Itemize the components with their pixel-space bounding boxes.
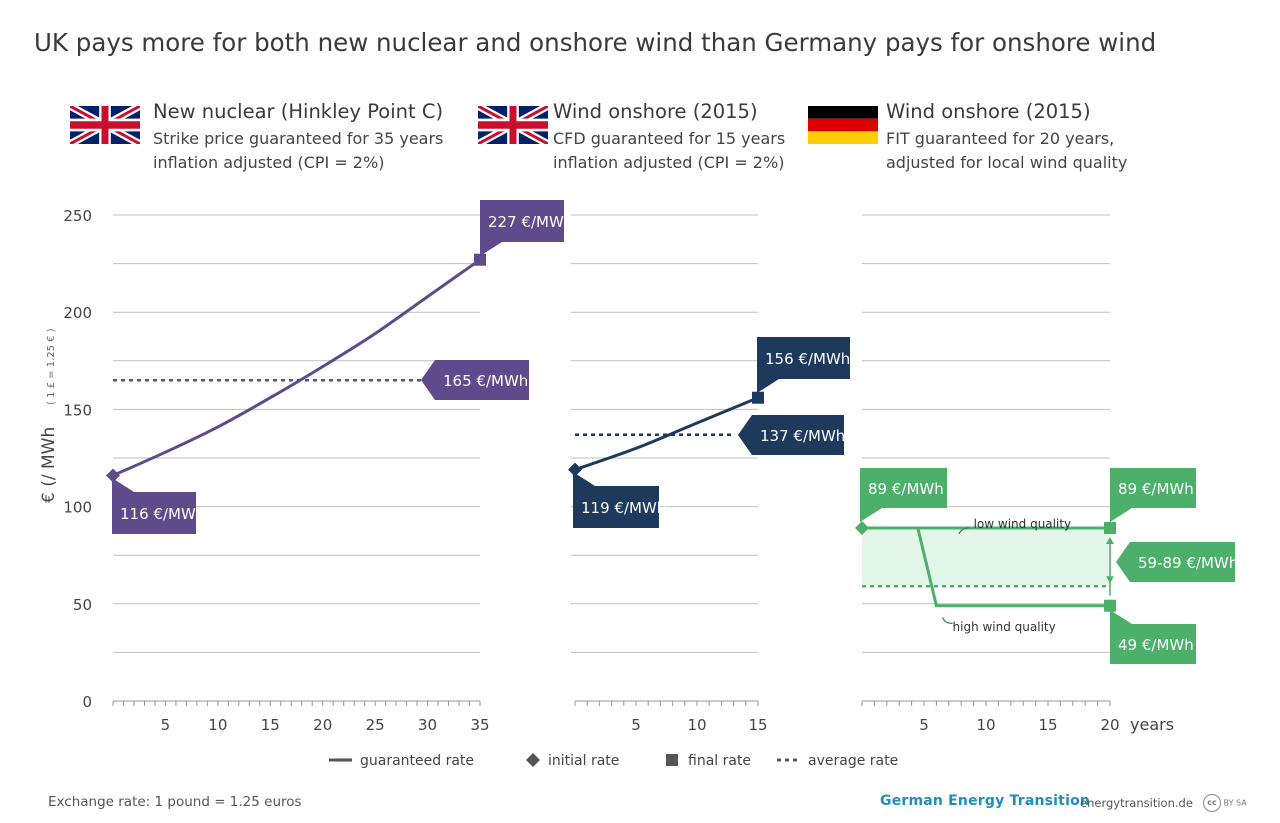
legend-initial-icon — [526, 753, 540, 767]
x-tick-label: 5 — [919, 716, 929, 734]
germany-flag-icon — [808, 106, 878, 144]
x-tick-label: 5 — [631, 716, 641, 734]
panel-subtitle-uk-wind-2: inflation adjusted (CPI = 2%) — [553, 153, 785, 172]
initial-rate-marker-nuclear — [106, 468, 120, 483]
annotation-high-wind-quality: high wind quality — [953, 620, 1056, 634]
initial-rate-label-uk-wind: 119 €/MWh — [581, 499, 666, 517]
uk-flag-icon — [478, 106, 548, 144]
annotation-arrow-low — [958, 527, 969, 535]
x-tick-label: 10 — [687, 716, 706, 734]
y-axis-label: € (/ MWh — [39, 427, 59, 503]
range-arrow-head-up — [1106, 536, 1114, 544]
guaranteed-rate-line-uk-wind — [574, 396, 759, 472]
initial-rate-label-nuclear-box — [112, 478, 196, 534]
final-rate-marker-low-wind — [1104, 521, 1116, 534]
average-rate-label-uk-wind-box — [738, 415, 844, 455]
final-rate-marker-uk-wind — [752, 391, 764, 404]
final-rate-label-uk-wind: 156 €/MWh — [765, 350, 850, 368]
legend-guaranteed-label: guaranteed rate — [360, 753, 474, 769]
x-unit-label: years — [1130, 715, 1174, 734]
guaranteed-rate-line-nuclear — [112, 258, 481, 477]
initial-rate-label-uk-wind-box — [573, 472, 659, 528]
panel-subtitle-uk-wind-1: CFD guaranteed for 15 years — [553, 129, 786, 148]
legend-final-icon — [666, 754, 678, 766]
panel-subtitle-nuclear-2: inflation adjusted (CPI = 2%) — [153, 153, 385, 172]
legend-initial-label: initial rate — [548, 753, 619, 769]
legend-average-label: average rate — [808, 753, 898, 769]
license-badge: cc BY SA — [1203, 794, 1247, 812]
x-tick-label: 5 — [161, 716, 171, 734]
uk-flag-icon — [70, 106, 140, 144]
panel-title-uk-wind: Wind onshore (2015) — [553, 100, 758, 123]
panel-subtitle-nuclear-1: Strike price guaranteed for 35 years — [153, 129, 444, 148]
y-tick-label: 100 — [63, 499, 92, 517]
final-rate-marker-high-wind — [1104, 599, 1116, 612]
x-tick-label: 30 — [418, 716, 437, 734]
initial-rate-label-nuclear: 116 €/MWh — [120, 505, 205, 523]
y-axis-note: ( 1 £ = 1.25 € ) — [46, 328, 57, 405]
final-rate-label-high-wind-box — [1110, 610, 1196, 664]
average-rate-label-nuclear: 165 €/MWh — [443, 372, 528, 390]
y-tick-label: 150 — [63, 401, 92, 419]
x-tick-label: 15 — [1038, 716, 1057, 734]
range-band-de-wind — [862, 527, 1110, 587]
legend-final-label: final rate — [688, 753, 751, 769]
y-tick-label: 50 — [73, 596, 92, 614]
final-rate-label-nuclear-box — [480, 200, 564, 256]
initial-rate-marker-uk-wind — [568, 462, 582, 477]
range-label-de-wind: 59-89 €/MWh — [1138, 554, 1238, 572]
chart-title: UK pays more for both new nuclear and on… — [34, 28, 1157, 57]
panel-title-nuclear: New nuclear (Hinkley Point C) — [153, 100, 444, 123]
initial-rate-label-de-wind-box — [860, 468, 947, 522]
final-rate-marker-nuclear — [474, 253, 486, 266]
initial-rate-marker-de-wind — [855, 520, 869, 535]
final-rate-label-nuclear: 227 €/MWh — [488, 213, 573, 231]
x-tick-label: 20 — [313, 716, 332, 734]
initial-rate-label-de-wind: 89 €/MWh — [868, 480, 944, 498]
final-rate-label-uk-wind-box — [757, 337, 850, 393]
average-rate-label-nuclear-box — [421, 360, 529, 400]
y-tick-label: 0 — [82, 693, 92, 711]
x-tick-label: 10 — [208, 716, 227, 734]
panel-subtitle-de-wind-1: FIT guaranteed for 20 years, — [886, 129, 1115, 148]
annotation-low-wind-quality: low wind quality — [974, 517, 1072, 531]
brand-logo[interactable]: German Energy Transition — [880, 793, 1091, 809]
license-text: BY SA — [1223, 798, 1247, 808]
site-link[interactable]: energytransition.de — [1080, 796, 1193, 810]
final-rate-label-low-wind: 89 €/MWh — [1118, 480, 1194, 498]
x-tick-label: 10 — [976, 716, 995, 734]
y-tick-label: 200 — [63, 304, 92, 322]
exchange-rate-note: Exchange rate: 1 pound = 1.25 euros — [48, 794, 302, 810]
final-rate-label-high-wind: 49 €/MWh — [1118, 636, 1194, 654]
x-tick-label: 35 — [470, 716, 489, 734]
annotation-arrow-high — [942, 617, 953, 625]
range-label-de-wind-box — [1116, 542, 1235, 582]
final-rate-label-low-wind-box — [1110, 468, 1196, 522]
cc-icon: cc — [1203, 794, 1221, 812]
x-tick-label: 15 — [261, 716, 280, 734]
panel-subtitle-de-wind-2: adjusted for local wind quality — [886, 153, 1128, 172]
x-tick-label: 15 — [748, 716, 767, 734]
y-tick-label: 250 — [63, 207, 92, 225]
x-tick-label: 25 — [366, 716, 385, 734]
range-arrow-head-down — [1106, 576, 1114, 584]
panel-title-de-wind: Wind onshore (2015) — [886, 100, 1091, 123]
average-rate-label-uk-wind: 137 €/MWh — [760, 427, 845, 445]
x-tick-label: 20 — [1100, 716, 1119, 734]
